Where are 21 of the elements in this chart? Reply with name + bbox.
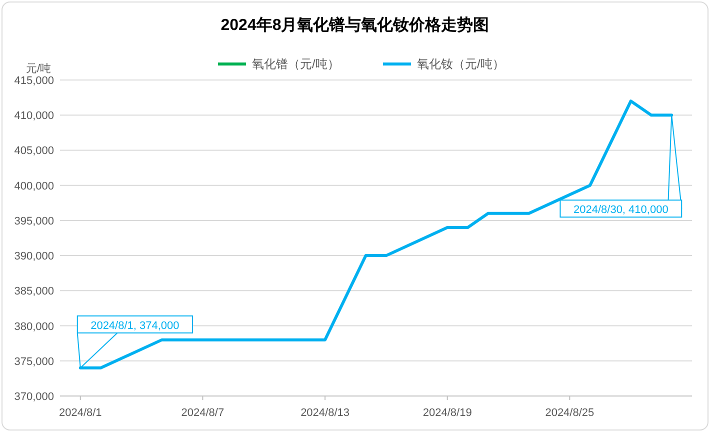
annotation: 2024/8/1, 374,000: [90, 320, 180, 332]
y-tick-label: 395,000: [14, 215, 54, 228]
y-tick-label: 385,000: [14, 286, 54, 298]
y-tick-label: 375,000: [14, 356, 54, 368]
legend-label: 氧化镨（元/吨）: [252, 57, 340, 71]
y-tick-label: 380,000: [14, 320, 54, 333]
x-tick-label: 2024/8/7: [181, 407, 224, 419]
y-tick-label: 410,000: [14, 110, 54, 122]
y-tick-label: 390,000: [14, 250, 54, 263]
x-tick-label: 2024/8/25: [545, 407, 594, 419]
annotation: 2024/8/30, 410,000: [574, 204, 668, 216]
x-tick-label: 2024/8/13: [300, 407, 350, 419]
x-tick-label: 2024/8/19: [422, 407, 472, 419]
chart-title: 2024年8月氧化镨与氧化钕价格走势图: [220, 16, 490, 34]
y-axis-title: 元/吨: [26, 62, 52, 75]
legend-label: 氧化钕（元/吨）: [417, 57, 504, 71]
y-tick-label: 405,000: [14, 145, 54, 158]
y-tick-label: 370,000: [14, 391, 54, 403]
y-tick-label: 400,000: [14, 180, 54, 192]
y-tick-label: 415,000: [14, 75, 54, 87]
x-tick-label: 2024/8/1: [58, 407, 102, 419]
